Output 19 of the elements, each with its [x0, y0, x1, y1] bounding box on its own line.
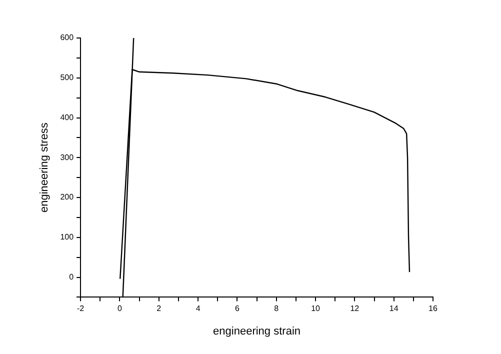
x-tick-label: 4 — [196, 304, 201, 314]
y-tick-label: 200 — [60, 192, 74, 202]
y-tick-label: 400 — [60, 112, 74, 122]
x-tick-label: 2 — [156, 304, 162, 314]
x-tick-label: 12 — [350, 304, 360, 314]
y-tick-label: 300 — [60, 152, 74, 162]
y-tick-label: 500 — [60, 73, 74, 82]
x-tick-label: 6 — [234, 304, 240, 314]
x-tick-label: -2 — [76, 304, 85, 314]
x-tick-label: 0 — [117, 304, 122, 314]
x-tick-label: 8 — [274, 304, 280, 314]
x-tick-label: 16 — [428, 304, 438, 314]
y-tick-label: 0 — [69, 272, 74, 282]
x-axis-title: engineering strain — [213, 325, 300, 338]
x-tick-label: 14 — [389, 304, 399, 314]
y-tick-label: 600 — [60, 33, 74, 42]
y-tick-label: 100 — [60, 232, 74, 242]
x-tick-label: 10 — [311, 304, 321, 314]
y-axis-title: engineering stress — [38, 122, 51, 213]
